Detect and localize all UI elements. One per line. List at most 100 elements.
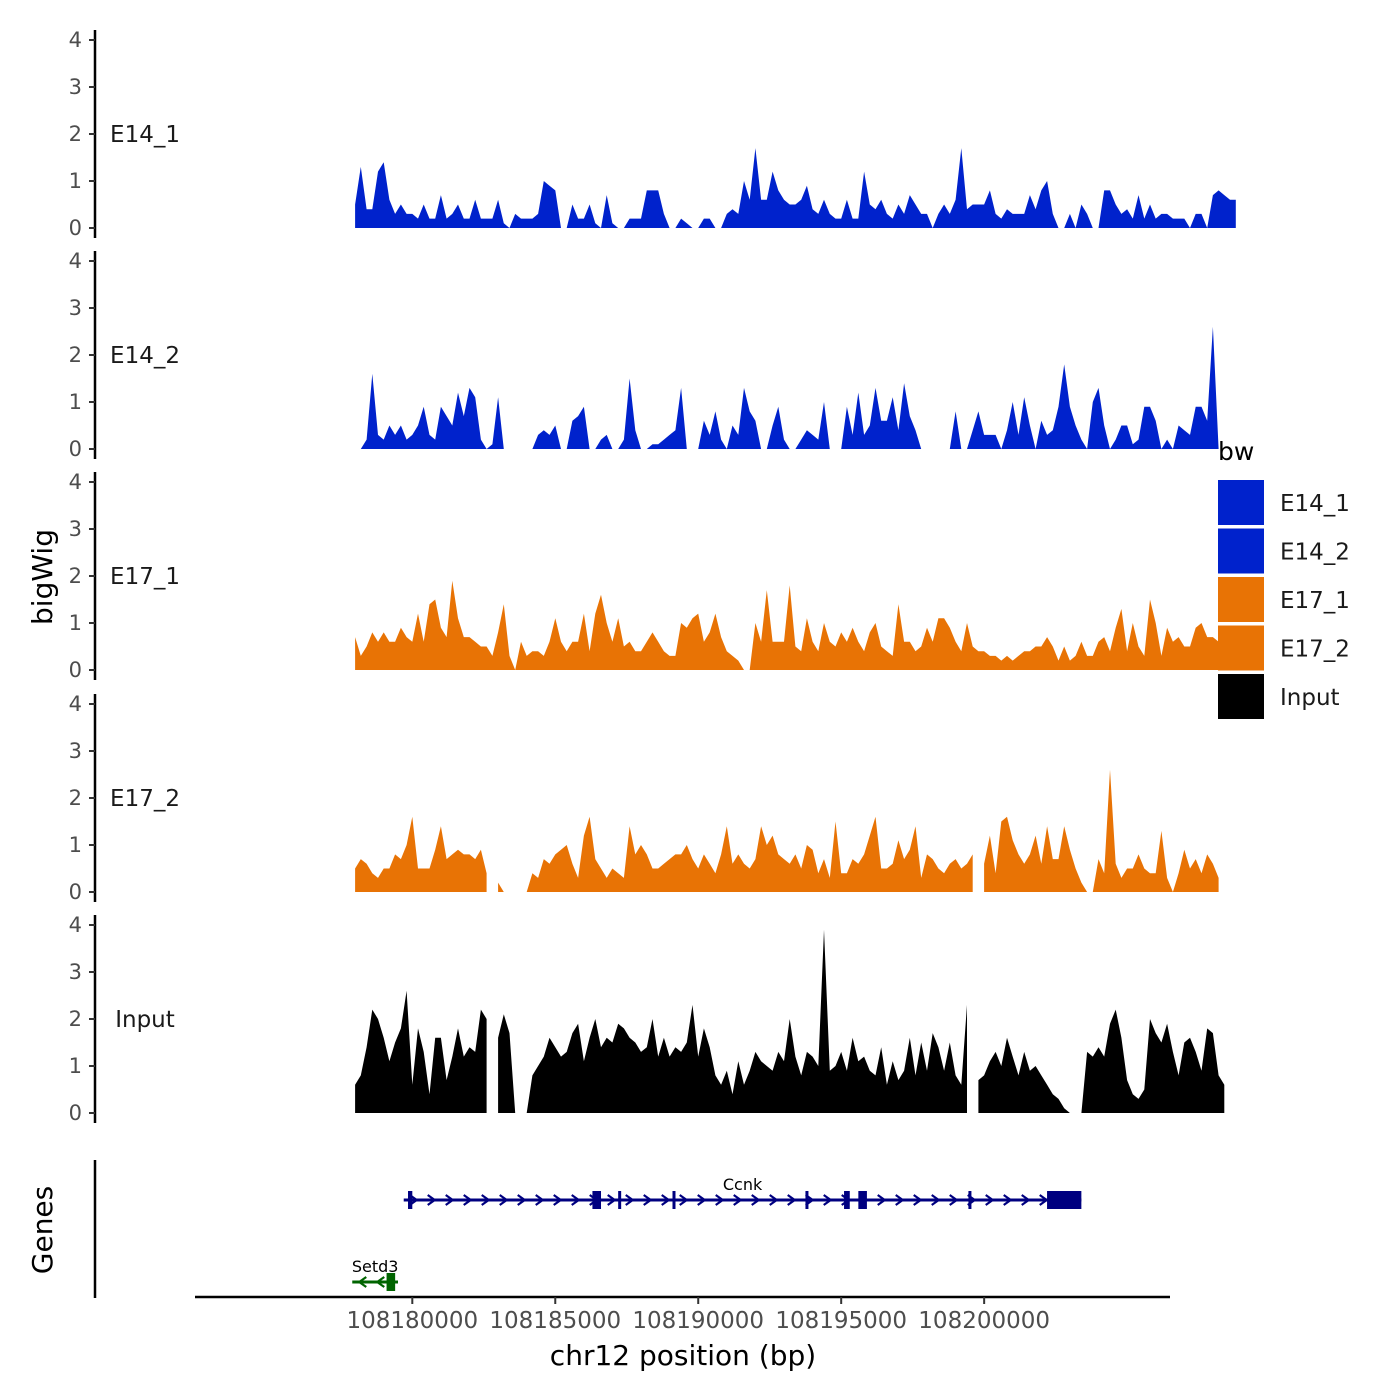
legend-title: bw <box>1218 437 1254 466</box>
strand-arrow <box>715 1194 725 1206</box>
strand-arrow <box>751 1194 761 1206</box>
track-E14_1: 0 1 2 3 4 E14_1 <box>69 28 1236 240</box>
signal-tracks: 0 1 2 3 4 E14_1 0 1 2 3 4 E14_2 0 1 2 3 4 E17_1 0 1 2 3 4 E17_2… <box>69 28 1236 1125</box>
exon <box>618 1191 622 1209</box>
strand-arrow <box>625 1194 635 1206</box>
strand-arrow <box>733 1194 743 1206</box>
track-label: E17_1 <box>110 564 180 590</box>
y-tick-label: 1 <box>69 390 82 414</box>
y-tick-label: 3 <box>69 75 82 99</box>
track-Input: 0 1 2 3 4 Input <box>69 913 1225 1125</box>
strand-arrow <box>985 1194 995 1206</box>
y-tick-label: 1 <box>69 1054 82 1078</box>
track-label: Input <box>115 1007 175 1033</box>
area-E14_2 <box>355 326 1236 449</box>
area-E14_1 <box>355 148 1236 228</box>
x-tick-label: 108185000 <box>489 1308 621 1334</box>
strand-arrow <box>769 1194 779 1206</box>
y-tick-label: 4 <box>69 249 82 273</box>
strand-arrow <box>679 1194 689 1206</box>
track-E17_1: 0 1 2 3 4 E17_1 <box>69 470 1225 682</box>
legend-label-E14_1: E14_1 <box>1280 491 1350 517</box>
y-tick-label: 4 <box>69 28 82 52</box>
track-label: E17_2 <box>110 786 180 812</box>
exon <box>408 1191 413 1209</box>
strand-arrow <box>877 1194 887 1206</box>
legend: bw E14_1 E14_2 E17_1 E17_2 Input <box>1218 437 1350 719</box>
strand-arrow <box>607 1194 617 1206</box>
area-E17_2 <box>355 769 1219 892</box>
legend-key-E17_1 <box>1218 577 1264 622</box>
y-tick-label: 0 <box>69 437 82 461</box>
strand-arrow <box>697 1194 707 1206</box>
track-E17_2: 0 1 2 3 4 E17_2 <box>69 692 1219 904</box>
strand-arrow <box>787 1194 797 1206</box>
strand-arrow <box>499 1194 509 1206</box>
legend-label-E14_2: E14_2 <box>1280 540 1350 566</box>
y-tick-label: 0 <box>69 216 82 240</box>
gene-Setd3: Setd3 <box>352 1257 399 1291</box>
legend-key-E14_1 <box>1218 480 1264 525</box>
track-label: E14_2 <box>110 343 180 369</box>
strand-arrow <box>481 1194 491 1206</box>
y-tick-label: 4 <box>69 692 82 716</box>
strand-arrow <box>1021 1194 1031 1206</box>
y-tick-label: 3 <box>69 296 82 320</box>
y-tick-label: 0 <box>69 880 82 904</box>
y-tick-label: 1 <box>69 833 82 857</box>
legend-key-E17_2 <box>1218 625 1264 671</box>
legend-key-E14_2 <box>1218 528 1264 574</box>
strand-arrow <box>463 1194 473 1206</box>
y-tick-label: 1 <box>69 169 82 193</box>
y-tick-label: 4 <box>69 913 82 937</box>
exon <box>386 1273 396 1291</box>
x-tick-label: 108190000 <box>632 1308 764 1334</box>
gene-label: Ccnk <box>723 1175 763 1194</box>
exon <box>805 1191 809 1209</box>
exon <box>968 1191 972 1209</box>
strand-arrow <box>823 1194 833 1206</box>
x-tick-label: 108200000 <box>918 1308 1050 1334</box>
x-axis: 108180000 108185000 108190000 108195000 1082… <box>195 1295 1170 1334</box>
x-tick-label: 108195000 <box>775 1308 907 1334</box>
exon <box>858 1191 867 1209</box>
legend-label-Input: Input <box>1280 685 1340 711</box>
strand-arrow <box>553 1194 563 1206</box>
y-tick-label: 3 <box>69 517 82 541</box>
y-tick-label: 3 <box>69 739 82 763</box>
gene-label: Setd3 <box>352 1257 399 1276</box>
y-tick-label: 2 <box>69 786 82 810</box>
strand-arrow <box>1003 1194 1013 1206</box>
strand-arrow <box>1039 1194 1049 1206</box>
y-tick-label: 4 <box>69 470 82 494</box>
legend-label-E17_1: E17_1 <box>1280 588 1350 614</box>
y-tick-label: 0 <box>69 658 82 682</box>
genes-panel: Ccnk Setd3 <box>93 1160 1082 1298</box>
strand-arrow <box>375 1276 385 1288</box>
y-tick-label: 1 <box>69 611 82 635</box>
strand-arrow <box>357 1276 367 1288</box>
genes-axis-title: Genes <box>26 1186 59 1274</box>
y-tick-label: 2 <box>69 343 82 367</box>
exon <box>844 1191 850 1209</box>
legend-label-E17_2: E17_2 <box>1280 637 1350 663</box>
exon <box>592 1191 602 1209</box>
area-E17_1 <box>355 580 1225 670</box>
track-E14_2: 0 1 2 3 4 E14_2 <box>69 249 1236 461</box>
x-axis-title: chr12 position (bp) <box>550 1339 816 1372</box>
strand-arrow <box>661 1194 671 1206</box>
strand-arrow <box>643 1194 653 1206</box>
y-tick-label: 0 <box>69 1101 82 1125</box>
area-Input <box>355 929 1225 1113</box>
strand-arrow <box>913 1194 923 1206</box>
x-tick-label: 108180000 <box>346 1308 478 1334</box>
strand-arrow <box>571 1194 581 1206</box>
gene-Ccnk: Ccnk <box>403 1175 1082 1209</box>
strand-arrow <box>445 1194 455 1206</box>
y-tick-label: 2 <box>69 122 82 146</box>
strand-arrow <box>427 1194 437 1206</box>
y-tick-label: 3 <box>69 960 82 984</box>
strand-arrow <box>895 1194 905 1206</box>
y-tick-label: 2 <box>69 564 82 588</box>
strand-arrow <box>535 1194 545 1206</box>
